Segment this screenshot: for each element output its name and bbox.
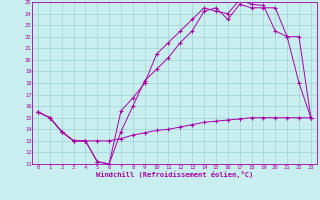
X-axis label: Windchill (Refroidissement éolien,°C): Windchill (Refroidissement éolien,°C) [96, 171, 253, 178]
